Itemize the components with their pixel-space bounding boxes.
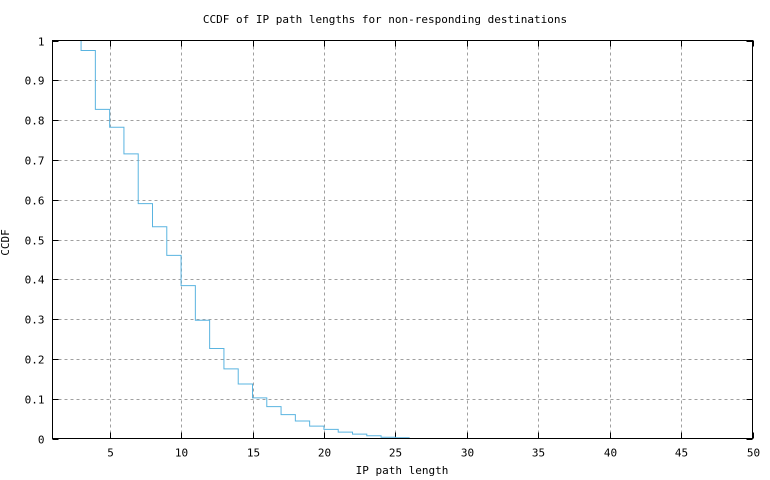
plot-frame (52, 40, 753, 439)
y-tick-label: 1 (38, 36, 45, 49)
y-tick-label: 0.1 (25, 394, 45, 407)
y-tick-label: 0.8 (25, 115, 45, 128)
y-tick-label: 0.5 (25, 235, 45, 248)
x-tick-label: 50 (747, 447, 760, 460)
x-tick-label: 10 (175, 447, 188, 460)
chart-title: CCDF of IP path lengths for non-respondi… (202, 13, 568, 26)
x-tick-label: 30 (461, 447, 474, 460)
x-axis-label: IP path length (355, 464, 449, 477)
axis-ticks (52, 40, 754, 440)
y-tick-label: 0.7 (25, 155, 45, 168)
x-tick-label: 5 (107, 447, 114, 460)
y-tick-label: 0.9 (25, 75, 45, 88)
tick-labels: 5 10 15 20 25 30 35 40 45 50 0 0.1 0.2 0.3 0.4 0.5 0.6 0.… (25, 36, 761, 460)
x-tick-label: 25 (389, 447, 402, 460)
x-tick-label: 20 (318, 447, 331, 460)
x-tick-label: 40 (604, 447, 617, 460)
x-tick-label: 35 (532, 447, 545, 460)
y-tick-label: 0.4 (25, 274, 45, 287)
x-tick-label: 45 (675, 447, 688, 460)
y-tick-label: 0.3 (25, 314, 45, 327)
y-tick-label: 0.6 (25, 195, 45, 208)
x-tick-label: 15 (247, 447, 260, 460)
y-tick-label: 0 (38, 434, 45, 447)
y-tick-label: 0.2 (25, 354, 45, 367)
grid-lines (52, 40, 753, 439)
ccdf-step-line (66, 40, 410, 439)
